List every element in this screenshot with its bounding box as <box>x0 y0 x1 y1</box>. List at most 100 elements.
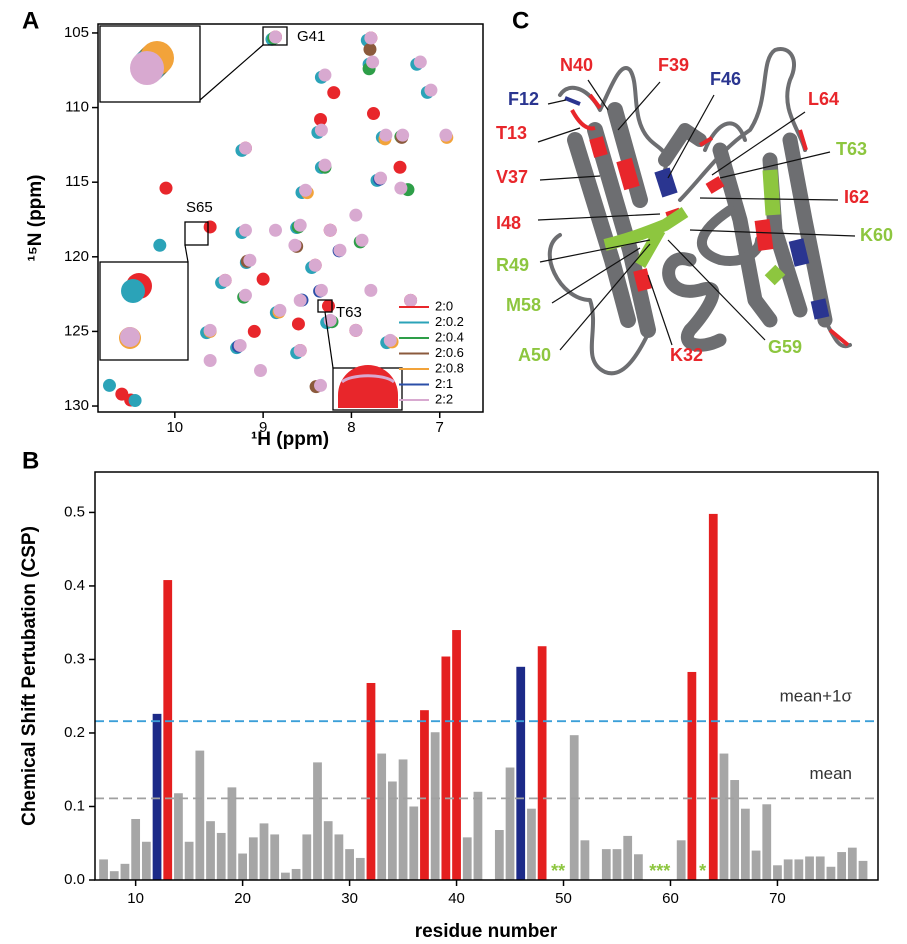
bar <box>601 849 611 880</box>
peak <box>233 338 247 352</box>
peak <box>253 364 267 378</box>
inset-peak <box>120 327 140 347</box>
bar <box>826 866 836 880</box>
plot-frame <box>94 471 879 881</box>
legend-label: 2:2 <box>435 391 453 406</box>
bar <box>206 821 215 880</box>
missing-marker: ** <box>551 861 565 881</box>
x-tick-label: 50 <box>555 890 572 907</box>
bar <box>580 840 590 880</box>
bar <box>216 832 226 880</box>
bar <box>516 666 526 880</box>
inset-peak <box>121 279 145 303</box>
panel-label: B <box>22 447 39 474</box>
bar <box>99 859 108 880</box>
residue-label: F12 <box>508 89 539 109</box>
x-tick-label: 30 <box>341 890 358 907</box>
bar <box>281 872 290 880</box>
peak <box>379 128 393 142</box>
residue-label: A50 <box>518 345 551 365</box>
residue-label: R49 <box>496 255 529 275</box>
legend-label: 2:0.4 <box>435 329 464 344</box>
peak <box>238 223 252 237</box>
bar <box>623 835 633 880</box>
peak <box>396 128 410 142</box>
y-tick-label: 0.4 <box>64 577 85 594</box>
bar <box>398 759 408 880</box>
bar <box>302 834 312 880</box>
bar <box>238 853 248 880</box>
reference-label: mean <box>809 764 852 783</box>
bar <box>730 780 740 880</box>
reference-label: mean+1σ <box>780 687 853 706</box>
y-tick-label: 125 <box>64 322 89 339</box>
peak <box>327 86 341 100</box>
bar <box>323 821 333 880</box>
plot-frame <box>97 23 484 413</box>
legend-label: 2:0 <box>435 298 453 313</box>
peak <box>314 378 328 392</box>
bar <box>163 580 173 880</box>
legend-label: 2:0.6 <box>435 345 464 360</box>
peak <box>363 42 377 56</box>
bar <box>120 863 130 880</box>
bar <box>441 656 451 880</box>
residue-label: V37 <box>496 167 528 187</box>
peak <box>355 233 369 247</box>
peak <box>203 323 217 337</box>
residue-label: M58 <box>506 295 541 315</box>
peak <box>364 31 378 45</box>
peak <box>439 128 453 142</box>
peak <box>323 223 337 237</box>
legend-label: 2:0.2 <box>435 314 464 329</box>
x-tick-label: 7 <box>436 419 444 436</box>
peak <box>321 299 335 313</box>
bar <box>676 840 686 880</box>
peak <box>293 344 307 358</box>
residue-label: T63 <box>836 139 867 159</box>
peak <box>404 293 418 307</box>
bar <box>847 847 857 880</box>
bar <box>248 837 258 880</box>
bar <box>184 841 194 880</box>
bar <box>259 823 269 880</box>
peak <box>318 68 332 82</box>
peak <box>291 317 305 331</box>
bar <box>537 646 547 880</box>
peak <box>238 141 252 155</box>
bar <box>355 857 365 880</box>
bar <box>227 787 237 880</box>
zoom-box <box>184 221 209 246</box>
x-tick-label: 10 <box>166 419 183 436</box>
inset-peak <box>341 374 395 384</box>
x-tick-label: 70 <box>769 890 786 907</box>
y-tick-label: 115 <box>65 173 89 190</box>
bar <box>740 808 750 880</box>
bar <box>612 849 622 880</box>
bar <box>505 767 515 880</box>
peak <box>393 160 407 174</box>
bar <box>762 804 772 880</box>
bar <box>837 852 847 880</box>
peak <box>366 55 380 69</box>
peak-annotation: S65 <box>186 199 213 216</box>
x-tick-label: 9 <box>259 419 267 436</box>
y-axis-label: Chemical Shift Pertubation (CSP) <box>19 526 40 826</box>
bar <box>634 854 643 880</box>
structure-labels: N40 F39 F46 F12 L64 T13 T63 V37 I62 I48 … <box>496 55 893 365</box>
residue-label: T13 <box>496 123 527 143</box>
residue-label: F46 <box>710 69 741 89</box>
bar <box>569 735 579 880</box>
zoom-box <box>262 26 288 46</box>
peak <box>349 208 363 222</box>
bar <box>141 841 151 880</box>
bar <box>174 793 183 880</box>
bar <box>708 513 718 880</box>
peak <box>364 283 378 297</box>
peak-annotation: G41 <box>297 28 325 45</box>
bar <box>270 834 280 880</box>
residue-label: K60 <box>860 225 893 245</box>
bar <box>430 732 440 880</box>
bar <box>420 710 429 880</box>
